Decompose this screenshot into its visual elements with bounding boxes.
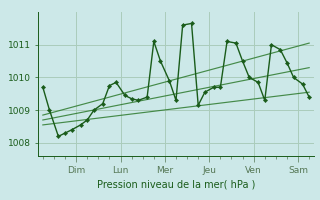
X-axis label: Pression niveau de la mer( hPa ): Pression niveau de la mer( hPa )	[97, 180, 255, 190]
